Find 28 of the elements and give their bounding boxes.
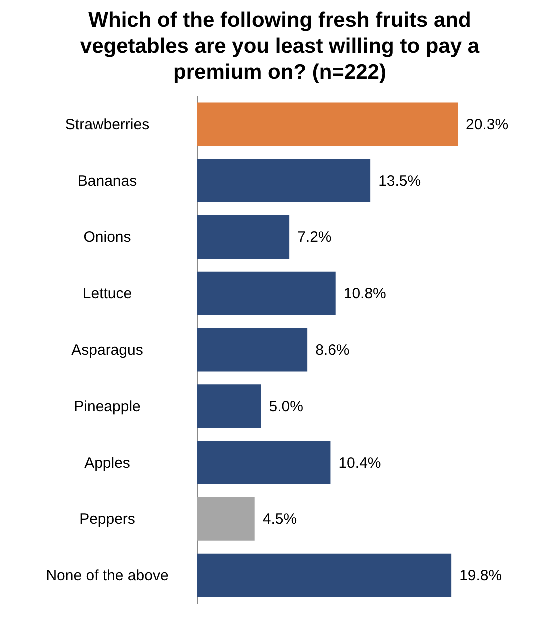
y-tick-label: None of the above [46, 568, 169, 585]
data-label: 7.2% [298, 229, 332, 246]
data-label: 19.8% [460, 568, 502, 585]
y-tick-label: Bananas [78, 172, 138, 190]
data-label: 8.6% [316, 342, 350, 359]
bar [197, 384, 262, 428]
y-tick-label: Apples [84, 454, 130, 472]
data-label: 20.3% [466, 116, 509, 134]
data-label: 4.5% [262, 511, 298, 528]
chart-title: Which of the following fresh fruits and vegetables are you least willing to pay a premium on? (n=222) [79, 8, 481, 86]
y-tick-label: Asparagus [72, 342, 144, 359]
y-tick-label: Peppers [80, 511, 136, 528]
y-tick-label: Lettuce [82, 286, 132, 303]
bar [197, 272, 336, 316]
data-label: 10.4% [338, 454, 382, 472]
y-tick-label: Onions [84, 229, 132, 246]
bar [197, 216, 290, 259]
y-tick-label: Strawberries [65, 116, 150, 134]
bar [197, 441, 331, 484]
y-tick-label: Pineapple [74, 398, 141, 416]
bar [197, 328, 308, 372]
data-label: 13.5% [378, 172, 422, 190]
bar [197, 159, 371, 203]
data-label: 10.8% [344, 286, 386, 303]
data-label: 5.0% [269, 398, 304, 416]
bar [197, 102, 458, 146]
bar [197, 554, 452, 598]
bar [197, 497, 255, 541]
